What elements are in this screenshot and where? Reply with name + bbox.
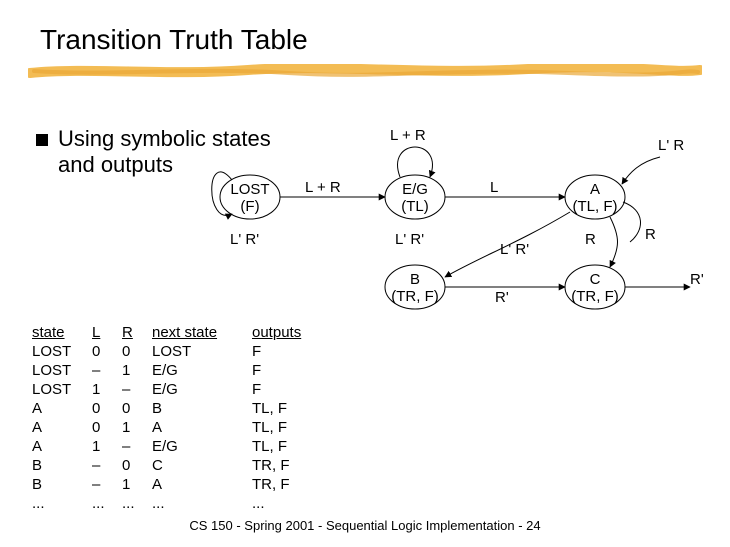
table-row: A1–E/GTL, F bbox=[32, 438, 330, 455]
edge-lr-lost-eg: L + R bbox=[305, 180, 341, 197]
truth-table: stateLRnext stateoutputs LOST00LOSTF LOST–… bbox=[30, 322, 332, 514]
table-header: state bbox=[32, 324, 90, 341]
edge-lprp-lost: L' R' bbox=[230, 232, 259, 249]
table-row: B–1ATR, F bbox=[32, 476, 330, 493]
edge-lr-eg-self: L + R bbox=[390, 128, 426, 145]
page-title: Transition Truth Table bbox=[40, 24, 308, 56]
edge-r-a-c: R bbox=[585, 232, 596, 249]
edge-rp-c-out: R' bbox=[690, 272, 704, 289]
table-header: L bbox=[92, 324, 120, 341]
table-row: A00BTL, F bbox=[32, 400, 330, 417]
footer-text: CS 150 - Spring 2001 - Sequential Logic … bbox=[0, 518, 730, 533]
state-eg: E/G (TL) bbox=[385, 182, 445, 215]
table-row: ............... bbox=[32, 495, 330, 512]
table-row: LOST–1E/GF bbox=[32, 362, 330, 379]
edge-lprp-a-b: L' R' bbox=[500, 242, 529, 259]
edge-r-a-self: R bbox=[645, 227, 656, 244]
bullet-square-icon bbox=[36, 134, 48, 146]
table-header: R bbox=[122, 324, 150, 341]
table-header: outputs bbox=[252, 324, 330, 341]
state-diagram: LOST (F) E/G (TL) A (TL, F) B (TR, F) C … bbox=[190, 132, 720, 322]
state-c: C (TR, F) bbox=[560, 272, 630, 305]
edge-lpr-into-a: L' R bbox=[658, 138, 684, 155]
table-row: A01ATL, F bbox=[32, 419, 330, 436]
table-row: LOST1–E/GF bbox=[32, 381, 330, 398]
edge-l-eg-a: L bbox=[490, 180, 498, 197]
table-row: B–0CTR, F bbox=[32, 457, 330, 474]
edge-lprp-eg: L' R' bbox=[395, 232, 424, 249]
table-row: LOST00LOSTF bbox=[32, 343, 330, 360]
title-underline bbox=[28, 64, 702, 78]
table-header: next state bbox=[152, 324, 250, 341]
state-b: B (TR, F) bbox=[380, 272, 450, 305]
state-lost: LOST (F) bbox=[220, 182, 280, 215]
state-a: A (TL, F) bbox=[560, 182, 630, 215]
edge-rp-b-c: R' bbox=[495, 290, 509, 307]
